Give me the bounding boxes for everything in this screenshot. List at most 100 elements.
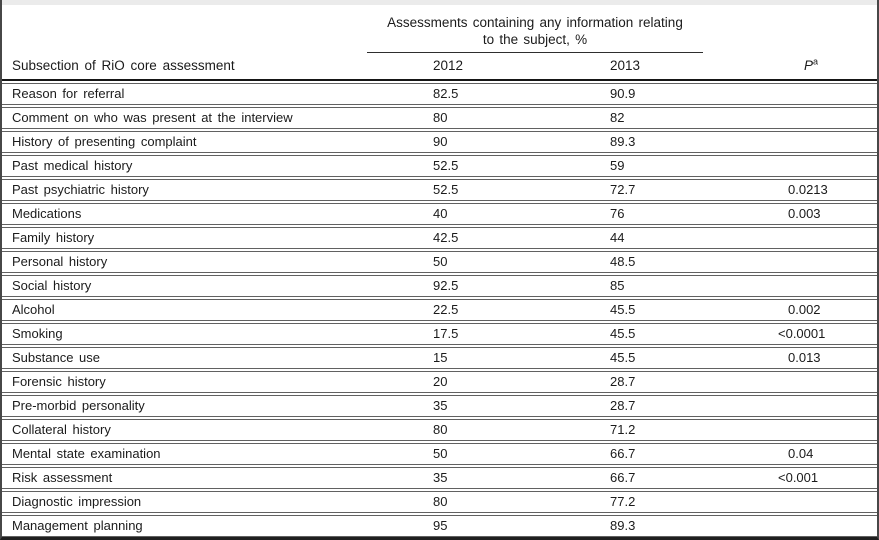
table-row: Personal history 50 48.5 bbox=[2, 251, 877, 273]
table-header-group: Assessments containing any information r… bbox=[2, 15, 877, 81]
cell-2013: 66.7 bbox=[610, 470, 636, 485]
span-header-title: Assessments containing any information r… bbox=[367, 15, 703, 48]
cell-p bbox=[777, 132, 877, 152]
table-row: Social history 92.5 85 bbox=[2, 275, 877, 297]
row-label: Personal history bbox=[12, 254, 108, 269]
table-row: Risk assessment 35 66.7 <0.001 bbox=[2, 467, 877, 489]
table-row: Diagnostic impression 80 77.2 bbox=[2, 491, 877, 513]
cell-p bbox=[777, 156, 877, 176]
column-header-row: Subsection of RiO core assessment 2012 2… bbox=[2, 53, 877, 81]
cell-2013: 89.3 bbox=[610, 134, 636, 149]
row-label: Substance use bbox=[12, 350, 101, 365]
table-row: Past psychiatric history 52.5 72.7 0.021… bbox=[2, 179, 877, 201]
cell-2012: 92.5 bbox=[433, 278, 459, 293]
cell-2012: 80 bbox=[433, 422, 448, 437]
column-header-2013: 2013 bbox=[610, 58, 641, 73]
cell-p bbox=[777, 228, 877, 248]
row-label: Diagnostic impression bbox=[12, 494, 142, 509]
table-body: Reason for referral 82.5 90.9 Comment on… bbox=[2, 83, 877, 537]
cell-p: <0.0001 bbox=[778, 326, 826, 341]
p-label: P bbox=[804, 58, 814, 73]
row-label: Reason for referral bbox=[12, 86, 125, 101]
table-row: Comment on who was present at the interv… bbox=[2, 107, 877, 129]
cell-p bbox=[777, 108, 877, 128]
cell-2012: 82.5 bbox=[433, 86, 459, 101]
table-row: Family history 42.5 44 bbox=[2, 227, 877, 249]
span-header-line2: to the subject, % bbox=[482, 31, 588, 47]
span-header-rule bbox=[367, 52, 703, 53]
table-row: Substance use 15 45.5 0.013 bbox=[2, 347, 877, 369]
cell-2012: 15 bbox=[433, 350, 448, 365]
cell-p bbox=[777, 252, 877, 272]
cell-2013: 66.7 bbox=[610, 446, 636, 461]
cell-2013: 59 bbox=[610, 158, 625, 173]
cell-2012: 80 bbox=[433, 494, 448, 509]
cell-p bbox=[777, 516, 877, 536]
cell-p: 0.002 bbox=[788, 302, 821, 317]
cell-2012: 52.5 bbox=[433, 158, 459, 173]
cell-2012: 35 bbox=[433, 470, 448, 485]
cell-2012: 40 bbox=[433, 206, 448, 221]
table-row: Mental state examination 50 66.7 0.04 bbox=[2, 443, 877, 465]
row-label: Medications bbox=[12, 206, 82, 221]
cell-p bbox=[777, 84, 877, 104]
table-row: Smoking 17.5 45.5 <0.0001 bbox=[2, 323, 877, 345]
cell-p: 0.013 bbox=[788, 350, 821, 365]
row-label: Mental state examination bbox=[12, 446, 161, 461]
row-label: Management planning bbox=[12, 518, 143, 533]
cell-2013: 45.5 bbox=[610, 302, 636, 317]
table-row: Management planning 95 89.3 bbox=[2, 515, 877, 537]
row-label: History of presenting complaint bbox=[12, 134, 197, 149]
column-header-p: Pa bbox=[777, 53, 877, 79]
top-strip bbox=[2, 0, 877, 5]
cell-2012: 35 bbox=[433, 398, 448, 413]
cell-p: 0.04 bbox=[788, 446, 814, 461]
cell-2013: 28.7 bbox=[610, 374, 636, 389]
cell-2013: 90.9 bbox=[610, 86, 636, 101]
cell-p bbox=[777, 492, 877, 512]
cell-2013: 76 bbox=[610, 206, 625, 221]
cell-2012: 22.5 bbox=[433, 302, 459, 317]
table-row: Forensic history 20 28.7 bbox=[2, 371, 877, 393]
cell-p bbox=[777, 396, 877, 416]
cell-p: 0.0213 bbox=[788, 182, 828, 197]
cell-2012: 50 bbox=[433, 254, 448, 269]
cell-2012: 80 bbox=[433, 110, 448, 125]
cell-p bbox=[777, 372, 877, 392]
cell-2013: 85 bbox=[610, 278, 625, 293]
table-row: Collateral history 80 71.2 bbox=[2, 419, 877, 441]
row-label: Smoking bbox=[12, 326, 63, 341]
cell-2013: 82 bbox=[610, 110, 625, 125]
cell-2013: 71.2 bbox=[610, 422, 636, 437]
row-label: Pre-morbid personality bbox=[12, 398, 145, 413]
cell-2012: 17.5 bbox=[433, 326, 459, 341]
row-label: Collateral history bbox=[12, 422, 111, 437]
p-superscript: a bbox=[813, 56, 819, 67]
column-header-subsection: Subsection of RiO core assessment bbox=[12, 58, 235, 73]
table-row: Pre-morbid personality 35 28.7 bbox=[2, 395, 877, 417]
cell-2013: 44 bbox=[610, 230, 625, 245]
span-header-line1: Assessments containing any information r… bbox=[387, 15, 683, 30]
table-row: History of presenting complaint 90 89.3 bbox=[2, 131, 877, 153]
column-header-2012: 2012 bbox=[433, 58, 464, 73]
table-row: Past medical history 52.5 59 bbox=[2, 155, 877, 177]
cell-p: <0.001 bbox=[778, 470, 819, 485]
cell-2012: 42.5 bbox=[433, 230, 459, 245]
cell-2013: 45.5 bbox=[610, 350, 636, 365]
row-label: Family history bbox=[12, 230, 95, 245]
row-label: Past psychiatric history bbox=[12, 182, 149, 197]
cell-2013: 77.2 bbox=[610, 494, 636, 509]
table-row: Alcohol 22.5 45.5 0.002 bbox=[2, 299, 877, 321]
cell-2013: 72.7 bbox=[610, 182, 636, 197]
cell-2012: 90 bbox=[433, 134, 448, 149]
cell-p bbox=[777, 420, 877, 440]
cell-2012: 52.5 bbox=[433, 182, 459, 197]
row-label: Past medical history bbox=[12, 158, 133, 173]
table-row: Reason for referral 82.5 90.9 bbox=[2, 83, 877, 105]
table-row: Medications 40 76 0.003 bbox=[2, 203, 877, 225]
row-label: Alcohol bbox=[12, 302, 55, 317]
cell-p: 0.003 bbox=[788, 206, 821, 221]
row-label: Comment on who was present at the interv… bbox=[12, 110, 293, 125]
cell-2012: 50 bbox=[433, 446, 448, 461]
